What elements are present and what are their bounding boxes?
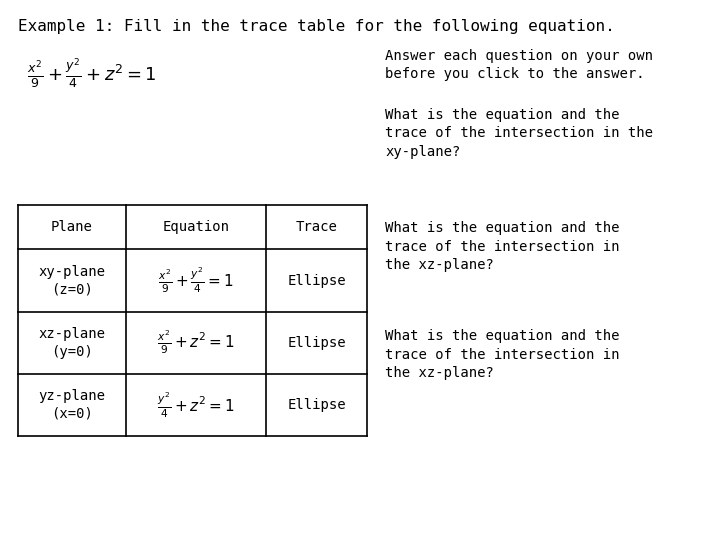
Text: Ellipse: Ellipse [287, 274, 346, 287]
Text: Ellipse: Ellipse [287, 398, 346, 411]
Text: Trace: Trace [296, 220, 338, 234]
Text: Plane: Plane [51, 220, 93, 234]
Text: $\frac{x^2}{9} + \frac{y^2}{4} + z^2 = 1$: $\frac{x^2}{9} + \frac{y^2}{4} + z^2 = 1… [27, 57, 157, 91]
Text: What is the equation and the
trace of the intersection in the
xy-plane?: What is the equation and the trace of th… [385, 108, 653, 159]
Text: What is the equation and the
trace of the intersection in
the xz-plane?: What is the equation and the trace of th… [385, 329, 620, 380]
Text: yz-plane
(x=0): yz-plane (x=0) [38, 389, 106, 421]
Text: $\frac{x^2}{9} + \frac{y^2}{4} = 1$: $\frac{x^2}{9} + \frac{y^2}{4} = 1$ [158, 266, 234, 295]
Text: $\frac{x^2}{9} + z^2 = 1$: $\frac{x^2}{9} + z^2 = 1$ [157, 329, 235, 356]
Text: Example 1: Fill in the trace table for the following equation.: Example 1: Fill in the trace table for t… [18, 19, 615, 34]
Text: $\frac{y^2}{4} + z^2 = 1$: $\frac{y^2}{4} + z^2 = 1$ [158, 390, 235, 420]
Text: xy-plane
(z=0): xy-plane (z=0) [38, 265, 106, 296]
Text: Equation: Equation [163, 220, 230, 234]
Text: Ellipse: Ellipse [287, 336, 346, 349]
Text: What is the equation and the
trace of the intersection in
the xz-plane?: What is the equation and the trace of th… [385, 221, 620, 272]
Text: Answer each question on your own
before you click to the answer.: Answer each question on your own before … [385, 49, 653, 81]
Text: xz-plane
(y=0): xz-plane (y=0) [38, 327, 106, 359]
